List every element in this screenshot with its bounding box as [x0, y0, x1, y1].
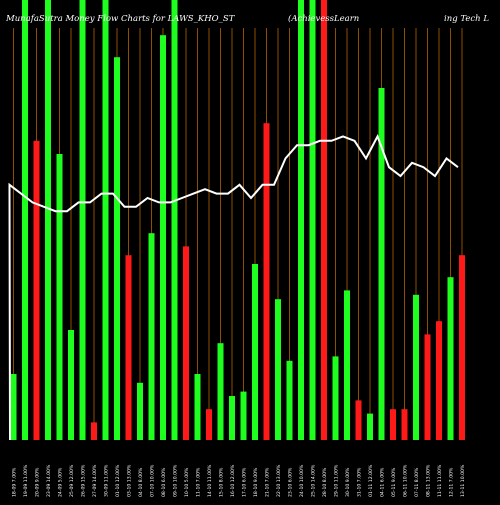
bar-2: [33, 140, 40, 441]
x-tick-label: 19-09 11.00%: [23, 464, 29, 497]
bar-29: [344, 290, 350, 440]
bar-39: [459, 255, 465, 440]
bar-30: [355, 400, 362, 440]
bar-7: [91, 422, 97, 440]
x-tick-label: 24-09 5.00%: [58, 467, 64, 497]
bar-15: [183, 246, 189, 440]
bar-31: [367, 413, 373, 440]
bar-28: [332, 356, 339, 440]
bar-32: [378, 88, 385, 440]
bar-37: [436, 321, 442, 440]
x-tick-label: 23-09 14.00%: [46, 464, 52, 497]
money-flow-line: [8, 133, 459, 441]
x-tick-label: 12-11 7.00%: [449, 467, 455, 497]
bar-36: [424, 334, 431, 440]
x-tick-label: 08-11 13.00%: [426, 464, 432, 497]
bar-23: [275, 299, 281, 440]
x-tick-label: 04-11 6.00%: [380, 467, 386, 497]
bar-25: [298, 0, 304, 440]
bar-18: [217, 343, 224, 440]
x-tick-label: 24-10 10.00%: [299, 464, 305, 497]
bar-33: [390, 409, 396, 440]
chart-title-right: ing Tech L: [444, 14, 489, 24]
bar-20: [240, 391, 247, 440]
x-tick-label: 01-10 12.00%: [115, 464, 121, 497]
bar-38: [447, 277, 454, 440]
x-tick-label: 27-09 14.00%: [92, 464, 98, 497]
bar-16: [194, 374, 201, 440]
chart-title-mid: (AchievessLearn: [288, 14, 360, 24]
bar-13: [160, 35, 166, 440]
bar-35: [413, 294, 419, 440]
bar-26: [309, 0, 316, 440]
chart-title-left: MunafaSutra Money Flow Charts for LAWS_K…: [6, 14, 235, 24]
bar-10: [125, 255, 132, 440]
x-tick-label: 05-11 9.00%: [391, 467, 397, 497]
bar-5: [68, 330, 74, 440]
x-tick-label: 17-10 6.00%: [242, 467, 248, 497]
x-tick-label: 04-10 8.00%: [138, 467, 144, 497]
x-tick-label: 10-10 5.00%: [184, 467, 190, 497]
bar-19: [229, 396, 235, 440]
bar-9: [114, 57, 120, 440]
bar-12: [148, 233, 155, 440]
x-tick-label: 18-10 9.00%: [253, 467, 259, 497]
bar-4: [56, 154, 63, 440]
x-tick-label: 11-10 7.00%: [196, 467, 202, 497]
bar-3: [45, 0, 51, 440]
x-tick-label: 25-09 12.00%: [69, 464, 75, 497]
x-tick-label: 30-09 11.00%: [104, 464, 110, 497]
bar-24: [286, 360, 293, 440]
x-tick-label: 08-10 6.00%: [161, 467, 167, 497]
x-tick-label: 14-10 11.00%: [207, 464, 213, 497]
bar-27: [321, 0, 327, 440]
x-tick-label: 07-10 10.00%: [150, 464, 156, 497]
x-tick-label: 25-10 14.00%: [311, 464, 317, 497]
bar-8: [102, 0, 109, 440]
bar-22: [263, 123, 270, 440]
bar-34: [401, 409, 408, 440]
x-tick-label: 06-11 10.00%: [403, 464, 409, 497]
x-tick-label: 13-11 10.00%: [460, 464, 466, 497]
x-tick-label: 20-09 9.00%: [35, 467, 41, 497]
x-tick-label: 18-09 7.00%: [12, 467, 18, 497]
bar-17: [206, 409, 212, 440]
x-tick-label: 07-11 8.00%: [414, 467, 420, 497]
x-tick-label: 30-10 9.00%: [345, 467, 351, 497]
x-tick-label: 29-10 11.00%: [334, 464, 340, 497]
bar-21: [252, 264, 258, 440]
x-tick-label: 03-10 13.00%: [127, 464, 133, 497]
x-tick-label: 09-10 10.00%: [173, 464, 179, 497]
x-tick-label: 16-10 12.00%: [230, 464, 236, 497]
x-tick-label: 31-10 7.00%: [357, 467, 363, 497]
bar-11: [137, 382, 143, 440]
x-tick-label: 26-09 15.00%: [81, 464, 87, 497]
x-tick-label: 21-10 7.00%: [265, 467, 271, 497]
x-tick-label: 22-10 13.00%: [276, 464, 282, 497]
x-tick-label: 15-10 8.00%: [219, 467, 225, 497]
bar-1: [22, 0, 28, 440]
bar-14: [171, 0, 178, 440]
bar-0: [10, 374, 17, 440]
bar-6: [79, 0, 86, 440]
x-tick-label: 28-10 8.00%: [322, 467, 328, 497]
x-tick-label: 01-11 12.00%: [368, 464, 374, 497]
x-tick-label: 23-10 6.00%: [288, 467, 294, 497]
x-tick-label: 11-11 11.00%: [437, 464, 443, 497]
